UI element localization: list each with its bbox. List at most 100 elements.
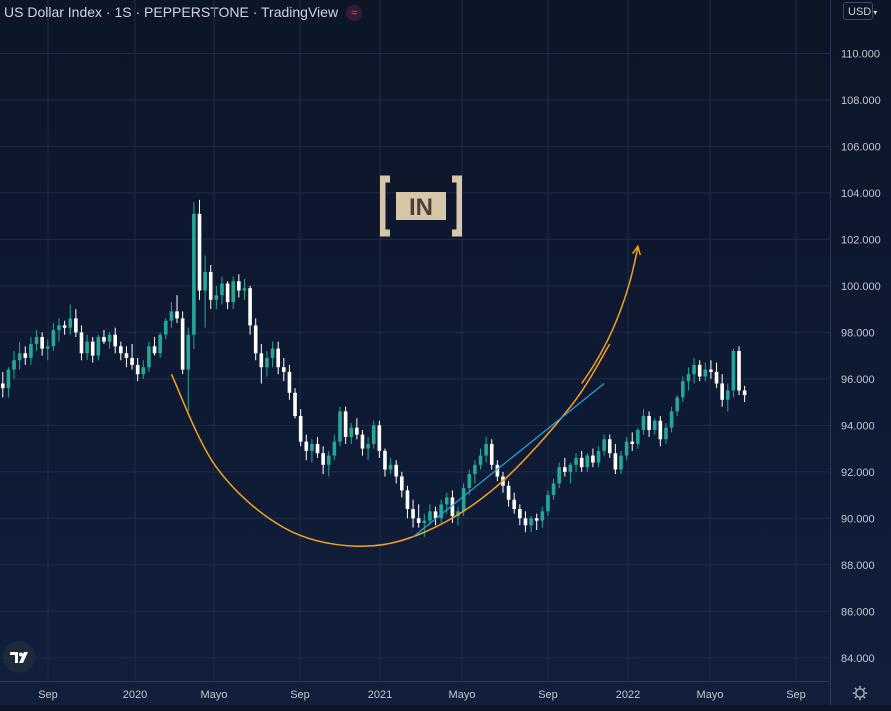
candle (478, 448, 483, 470)
candle-body (276, 348, 280, 368)
trendline (412, 383, 605, 538)
watermark-text: IN (409, 194, 433, 221)
candle (265, 350, 269, 377)
candle-body (40, 337, 44, 349)
candle-body (664, 427, 668, 440)
candle (624, 436, 629, 461)
candle-body (669, 411, 674, 428)
candle-body (568, 464, 573, 472)
approx-sign-icon[interactable]: ≈ (346, 5, 363, 21)
candle (107, 332, 112, 349)
candle (332, 434, 337, 461)
x-tick-label: 2022 (616, 689, 640, 701)
candle-body (737, 350, 741, 391)
candle-body (563, 467, 567, 472)
candle-body (12, 360, 16, 370)
candle-body (394, 464, 398, 477)
candle (529, 515, 533, 533)
candle (355, 418, 359, 440)
candle (388, 457, 393, 475)
candle (692, 357, 696, 384)
candle (186, 327, 191, 412)
candle-body (518, 509, 522, 519)
time-scale[interactable]: Sep 2020 Mayo Sep 2021 Mayo Sep 2022 Mayo Sep (0, 681, 830, 706)
candle-body (298, 416, 303, 442)
candle-body (360, 434, 365, 449)
y-tick-label: 106.000 (841, 141, 881, 153)
candle-body (529, 518, 533, 526)
candle-body (79, 332, 84, 354)
candle (85, 334, 89, 361)
candle (79, 325, 84, 361)
candle (29, 337, 33, 365)
candle-body (675, 397, 679, 412)
candle-body (259, 353, 264, 368)
candle-body (141, 367, 146, 375)
candle (737, 346, 741, 396)
candle (591, 448, 595, 468)
candle (613, 443, 618, 475)
gear-icon[interactable] (852, 685, 868, 701)
candle-body (6, 369, 11, 389)
candle (315, 436, 320, 458)
candle (703, 362, 708, 382)
candle-body (523, 518, 528, 526)
candle (175, 295, 179, 324)
candle (242, 278, 247, 300)
candle-body (332, 441, 337, 456)
candle (411, 499, 415, 528)
candle (130, 343, 134, 370)
candle (523, 511, 528, 533)
candle (0, 371, 5, 398)
candle-body (17, 353, 22, 361)
candle (135, 357, 140, 382)
candle-body (742, 390, 747, 396)
price-chart[interactable] (0, 0, 830, 681)
candle-body (248, 288, 252, 326)
candle (394, 460, 398, 484)
candle-body (405, 490, 410, 510)
candle-body (163, 320, 168, 335)
candle-body (630, 441, 635, 444)
candle-body (231, 281, 236, 303)
candle-body (237, 281, 241, 291)
candle (304, 434, 309, 461)
candle-body (45, 346, 50, 349)
candle (681, 376, 685, 403)
candle (113, 327, 117, 354)
y-tick-label: 100.000 (841, 281, 881, 293)
candle (141, 360, 146, 379)
candle (540, 506, 545, 528)
candle (428, 504, 432, 526)
candle-body (225, 283, 230, 303)
candle (74, 309, 78, 338)
candle-body (641, 416, 646, 430)
candle-body (596, 450, 601, 463)
symbol-title[interactable]: US Dollar Index · 1S · PEPPERSTONE · Tra… (4, 4, 339, 20)
candle-body (624, 441, 629, 456)
candle-body (506, 485, 511, 500)
candle-body (416, 518, 421, 523)
candle-body (551, 483, 556, 496)
candle-body (197, 213, 202, 291)
candle-body (444, 497, 449, 505)
candle-body (428, 511, 432, 521)
candle (248, 285, 252, 335)
candle (720, 374, 724, 407)
candle (714, 362, 719, 389)
price-scale[interactable]: 110.000 108.000 106.000 104.000 102.000 100.0… (830, 0, 891, 705)
candle (731, 348, 736, 398)
candle-body (315, 443, 320, 454)
candle-body (253, 325, 258, 354)
candle (579, 450, 584, 472)
currency-selector[interactable]: USD ▾ (843, 2, 877, 20)
candle (169, 302, 174, 328)
tradingview-logo-icon[interactable] (3, 641, 35, 673)
candle-body (321, 453, 325, 465)
candle-body (135, 364, 140, 375)
candle-body (214, 295, 219, 300)
candle (321, 446, 325, 475)
candle-body (220, 283, 224, 296)
candle-body (422, 520, 427, 523)
